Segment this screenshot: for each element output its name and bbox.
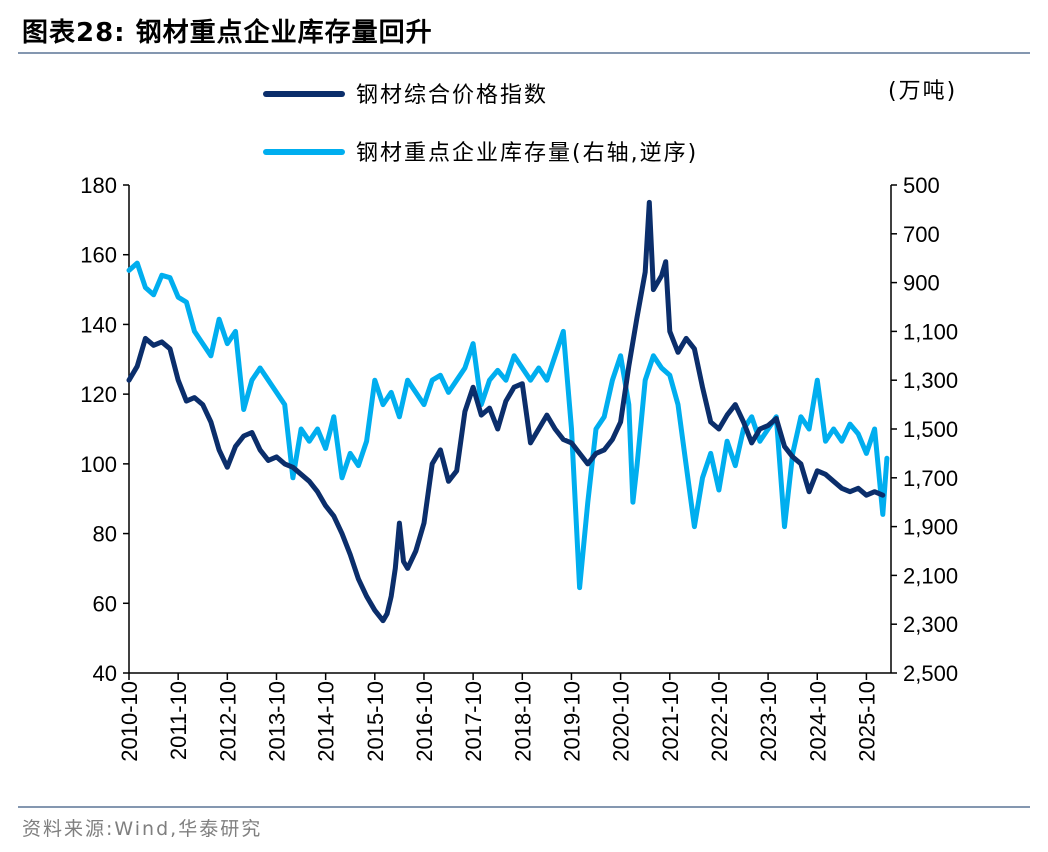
left-tick-label: 100 bbox=[80, 452, 117, 477]
left-tick-label: 60 bbox=[93, 591, 117, 616]
right-tick-label: 900 bbox=[903, 271, 940, 296]
x-tick-label: 2018-10 bbox=[510, 681, 535, 762]
legend-label-inventory: 钢材重点企业库存量(右轴,逆序) bbox=[356, 141, 698, 166]
x-tick-label: 2011-10 bbox=[166, 681, 191, 760]
x-tick-label: 2025-10 bbox=[854, 681, 879, 762]
left-tick-label: 40 bbox=[93, 661, 117, 686]
page-title: 图表28: 钢材重点企业库存量回升 bbox=[22, 18, 433, 48]
x-tick-label: 2013-10 bbox=[264, 681, 289, 762]
series-line-price bbox=[126, 199, 886, 624]
series-line-inventory bbox=[126, 260, 890, 591]
right-tick-label: 1,900 bbox=[903, 515, 958, 540]
right-tick-label: 700 bbox=[903, 222, 940, 247]
x-tick-label: 2020-10 bbox=[609, 681, 634, 762]
right-tick-label: 2,300 bbox=[903, 612, 958, 637]
left-tick-label: 180 bbox=[80, 173, 117, 198]
unit-label: (万吨) bbox=[888, 79, 957, 104]
x-tick-label: 2010-10 bbox=[117, 681, 142, 762]
x-tick-label: 2016-10 bbox=[412, 681, 437, 762]
left-tick-label: 160 bbox=[80, 243, 117, 268]
x-tick-label: 2019-10 bbox=[559, 681, 584, 762]
right-tick-label: 1,700 bbox=[903, 466, 958, 491]
x-tick-label: 2022-10 bbox=[707, 681, 732, 762]
axes: 40 60 80 100 120 140 160 180 500 700 900 1,100 1,300… bbox=[80, 173, 958, 762]
plot-area bbox=[126, 199, 890, 624]
right-tick-label: 2,500 bbox=[903, 661, 958, 686]
top-divider bbox=[18, 52, 1030, 54]
right-tick-label: 1,100 bbox=[903, 319, 958, 344]
left-tick-label: 120 bbox=[80, 382, 117, 407]
x-tick-label: 2017-10 bbox=[461, 681, 486, 762]
right-tick-label: 2,100 bbox=[903, 563, 958, 588]
x-tick-label: 2024-10 bbox=[805, 681, 830, 762]
source-note: 资料来源:Wind,华泰研究 bbox=[22, 818, 263, 840]
bottom-divider bbox=[18, 806, 1030, 808]
x-tick-label: 2014-10 bbox=[314, 681, 339, 762]
x-tick-label: 2023-10 bbox=[756, 681, 781, 762]
left-tick-label: 80 bbox=[93, 522, 117, 547]
left-tick-label: 140 bbox=[80, 312, 117, 337]
x-tick-label: 2012-10 bbox=[215, 681, 240, 762]
right-tick-label: 500 bbox=[903, 173, 940, 198]
x-tick-label: 2021-10 bbox=[658, 681, 683, 762]
x-tick-label: 2015-10 bbox=[363, 681, 388, 762]
legend-label-price: 钢材综合价格指数 bbox=[356, 83, 548, 108]
legend: 钢材综合价格指数 钢材重点企业库存量(右轴,逆序) (万吨) bbox=[263, 79, 957, 166]
right-tick-label: 1,300 bbox=[903, 368, 958, 393]
right-tick-label: 1,500 bbox=[903, 417, 958, 442]
